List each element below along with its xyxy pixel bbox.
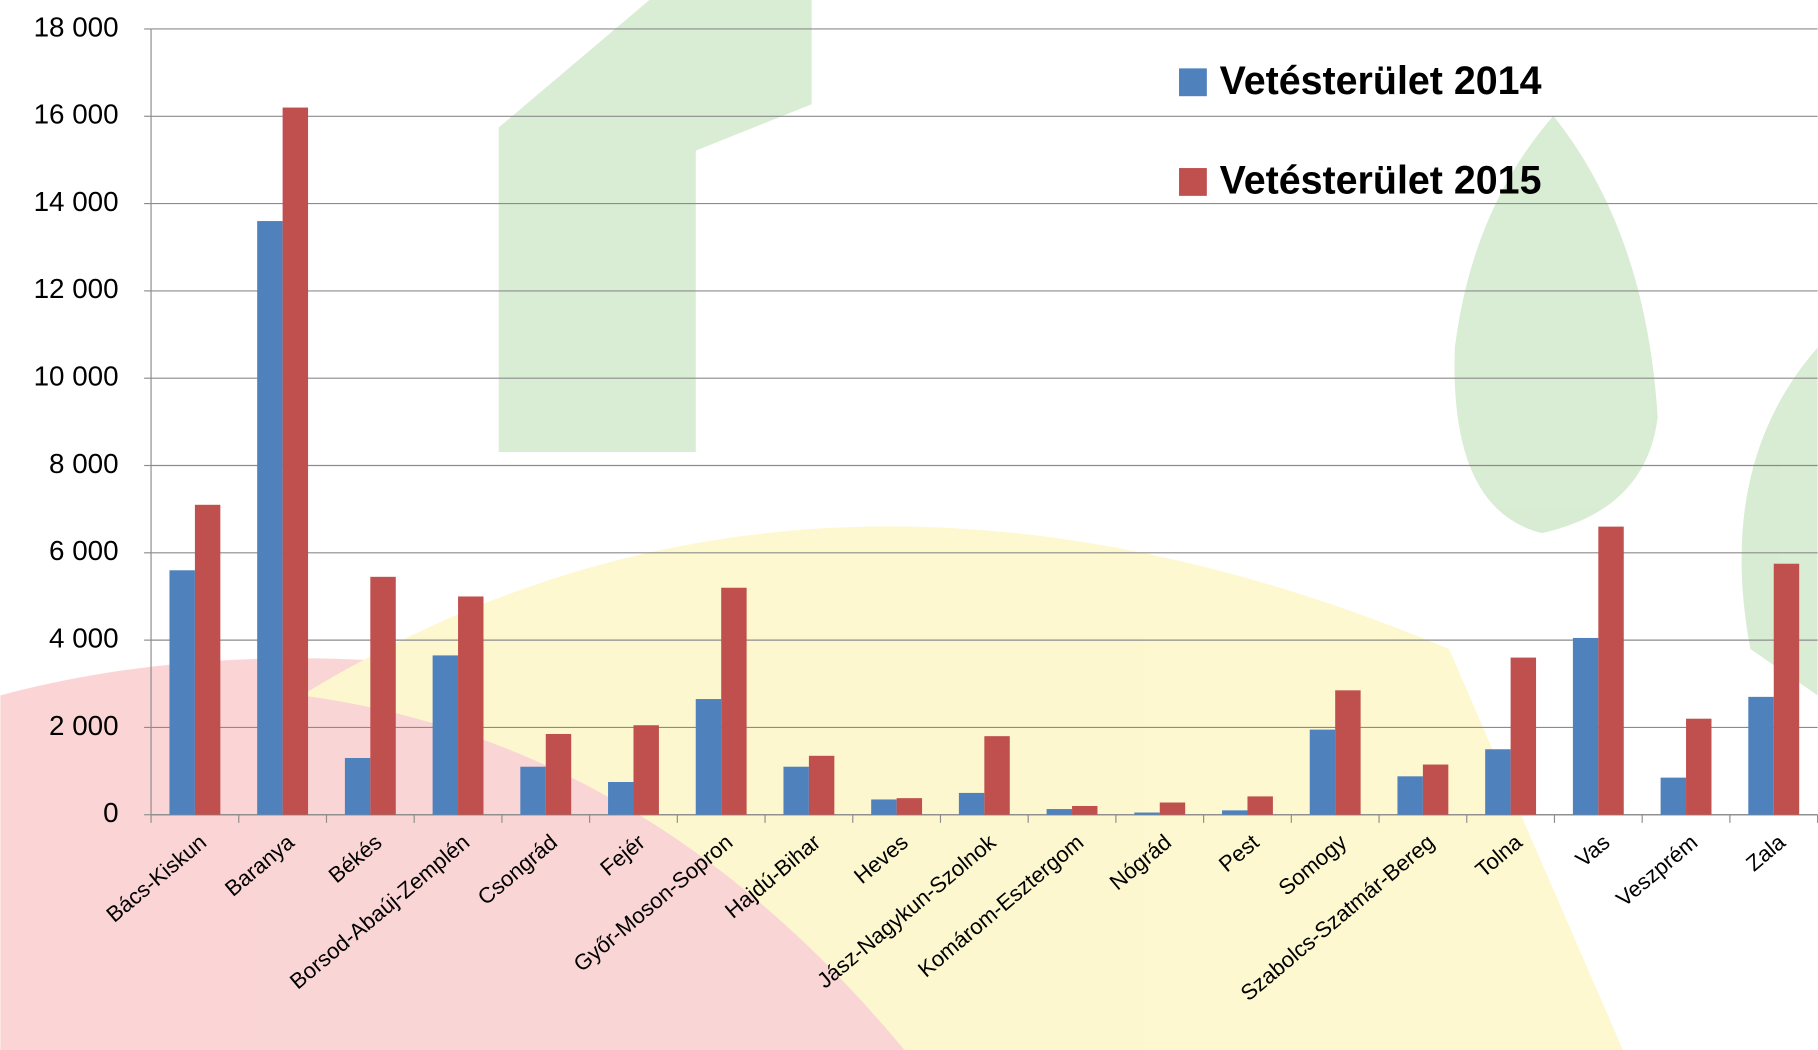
bar (1510, 657, 1537, 815)
y-tick-label: 8 000 (49, 448, 119, 479)
bar (1686, 718, 1712, 815)
bar (1748, 696, 1774, 815)
bar (545, 733, 572, 815)
bar (721, 587, 747, 815)
bar (1660, 777, 1687, 815)
y-tick-label: 6 000 (49, 535, 119, 566)
bar (1222, 810, 1248, 815)
bar (1598, 526, 1624, 815)
bar (1335, 690, 1361, 815)
y-tick-label: 16 000 (34, 99, 119, 130)
bar (871, 799, 897, 815)
bar (695, 699, 722, 815)
bar (1134, 812, 1160, 815)
bar (344, 757, 371, 815)
bar (370, 576, 396, 815)
bar (282, 107, 309, 815)
bar (458, 596, 484, 815)
x-tick-label: Vas (1571, 829, 1615, 871)
bar (1072, 806, 1098, 815)
x-tick-label: Zala (1741, 829, 1790, 876)
bar (633, 725, 659, 815)
bar (1397, 776, 1423, 815)
bar (1572, 637, 1599, 815)
y-tick-label: 2 000 (49, 710, 119, 741)
bar (1422, 764, 1449, 815)
bar (257, 221, 283, 815)
y-tick-label: 4 000 (49, 622, 119, 653)
bar (1309, 729, 1336, 815)
bar (808, 755, 835, 815)
bar (783, 766, 809, 815)
legend-label: Vetésterület 2014 (1220, 59, 1542, 103)
bar (520, 766, 546, 815)
bar (432, 655, 459, 815)
bar (1247, 796, 1273, 815)
y-tick-label: 12 000 (34, 273, 119, 304)
bar (896, 798, 923, 815)
bar (958, 792, 985, 815)
bar (194, 504, 221, 815)
y-tick-label: 18 000 (34, 11, 119, 42)
y-tick-label: 10 000 (34, 361, 119, 392)
y-tick-label: 0 (103, 797, 118, 828)
bar (1773, 563, 1800, 815)
y-tick-label: 14 000 (34, 186, 119, 217)
bar (169, 570, 195, 815)
bar (1485, 749, 1511, 815)
legend-swatch (1179, 68, 1207, 97)
legend-swatch (1179, 168, 1207, 196)
bar (984, 736, 1010, 815)
legend-label: Vetésterület 2015 (1220, 159, 1542, 203)
bar (608, 781, 634, 815)
bar (1159, 802, 1186, 815)
bar (1046, 809, 1073, 815)
x-tick-label: Veszprém (1611, 829, 1702, 911)
